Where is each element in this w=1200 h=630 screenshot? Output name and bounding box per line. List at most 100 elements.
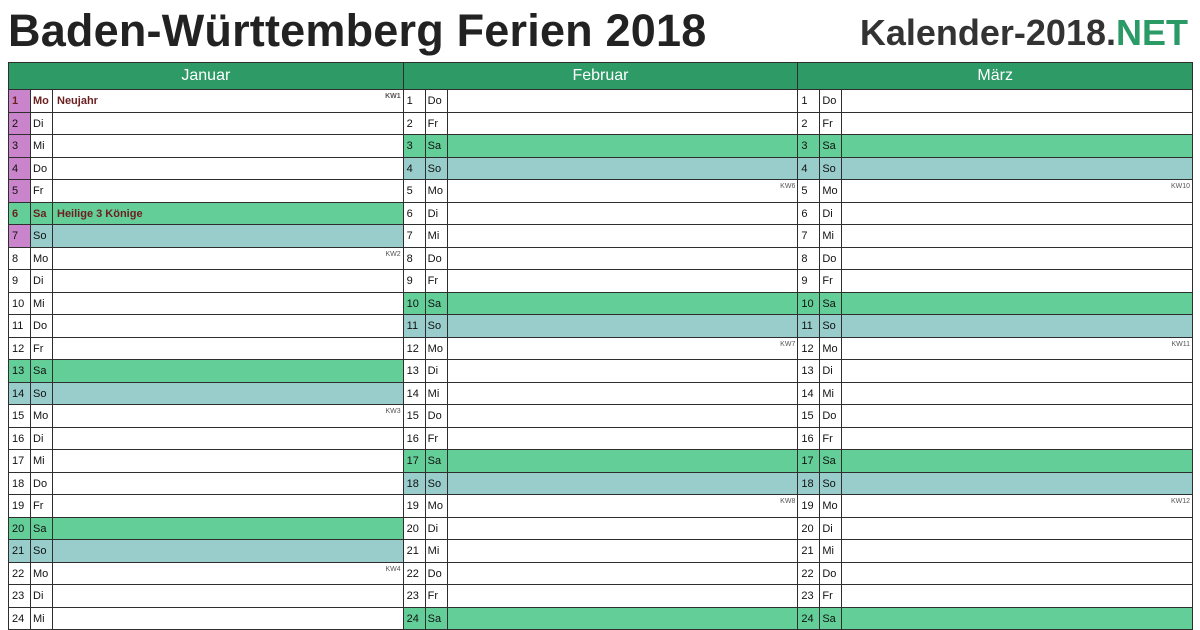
day-row[interactable]: 14 Mi	[798, 382, 1193, 405]
day-row[interactable]: 14 Mi	[403, 382, 798, 405]
day-number: 13	[404, 360, 426, 382]
day-number: 21	[798, 540, 821, 562]
day-row[interactable]: 9 Fr	[403, 270, 798, 293]
day-row[interactable]: 18 So	[403, 472, 798, 495]
day-row[interactable]: 5 Mo KW10	[798, 180, 1193, 203]
day-row[interactable]: 7 Mi	[798, 225, 1193, 248]
day-row[interactable]: 2 Fr	[798, 112, 1193, 135]
day-row[interactable]: 4 So	[798, 157, 1193, 180]
day-note: KW6	[448, 180, 798, 202]
day-row[interactable]: 24 Mi	[9, 607, 403, 630]
day-row[interactable]: 24 Sa	[798, 607, 1193, 630]
day-row[interactable]: 14 So	[9, 382, 403, 405]
day-row[interactable]: 3 Sa	[403, 135, 798, 158]
day-row[interactable]: 13 Di	[798, 360, 1193, 383]
day-row[interactable]: 3 Sa	[798, 135, 1193, 158]
day-row[interactable]: 4 So	[403, 157, 798, 180]
day-row[interactable]: 1 Do	[798, 90, 1193, 113]
weekday-label: Fr	[31, 495, 53, 517]
day-row[interactable]: 19 Mo KW12	[798, 495, 1193, 518]
day-number: 2	[404, 112, 426, 134]
day-number: 3	[9, 135, 31, 157]
day-row[interactable]: 20 Di	[798, 517, 1193, 540]
day-number: 15	[404, 405, 426, 427]
day-row[interactable]: 21 Mi	[798, 540, 1193, 563]
day-row[interactable]: 23 Di	[9, 585, 403, 608]
day-row[interactable]: 22 Do	[798, 562, 1193, 585]
day-row[interactable]: 1 Mo Neujahr KW1	[9, 90, 403, 113]
weekday-label: Mi	[31, 450, 53, 472]
day-row[interactable]: 17 Sa	[403, 450, 798, 473]
day-row[interactable]: 18 Do	[9, 472, 403, 495]
day-row[interactable]: 19 Fr	[9, 495, 403, 518]
day-number: 11	[798, 315, 821, 337]
weekday-label: So	[820, 472, 843, 494]
day-row[interactable]: 16 Fr	[798, 427, 1193, 450]
day-number: 13	[9, 360, 31, 382]
day-note	[842, 135, 1193, 157]
day-row[interactable]: 10 Sa	[798, 292, 1193, 315]
day-row[interactable]: 10 Mi	[9, 292, 403, 315]
day-row[interactable]: 15 Mo KW3	[9, 405, 403, 428]
day-row[interactable]: 7 So	[9, 225, 403, 248]
day-row[interactable]: 21 So	[9, 540, 403, 563]
day-row[interactable]: 4 Do	[9, 157, 403, 180]
day-row[interactable]: 17 Sa	[798, 450, 1193, 473]
day-number: 22	[9, 562, 31, 584]
day-row[interactable]: 13 Sa	[9, 360, 403, 383]
day-row[interactable]: 3 Mi	[9, 135, 403, 158]
brand-logo[interactable]: Kalender-2018.NET	[860, 10, 1188, 56]
day-row[interactable]: 1 Do	[403, 90, 798, 113]
day-row[interactable]: 6 Sa Heilige 3 Könige	[9, 202, 403, 225]
day-row[interactable]: 19 Mo KW8	[403, 495, 798, 518]
weekday-label: Di	[426, 517, 448, 539]
day-row[interactable]: 24 Sa	[403, 607, 798, 630]
day-row[interactable]: 12 Mo KW7	[403, 337, 798, 360]
day-row[interactable]: 21 Mi	[403, 540, 798, 563]
weekday-label: Do	[426, 90, 448, 112]
day-row[interactable]: 2 Fr	[403, 112, 798, 135]
day-note: KW4	[53, 563, 403, 585]
brand-accent: NET	[1116, 12, 1188, 53]
day-row[interactable]: 23 Fr	[403, 585, 798, 608]
day-row[interactable]: 12 Fr	[9, 337, 403, 360]
day-row[interactable]: 11 Do	[9, 315, 403, 338]
day-row[interactable]: 7 Mi	[403, 225, 798, 248]
day-row[interactable]: 22 Mo KW4	[9, 562, 403, 585]
day-row[interactable]: 9 Di	[9, 270, 403, 293]
day-row[interactable]: 5 Mo KW6	[403, 180, 798, 203]
day-row[interactable]: 6 Di	[403, 202, 798, 225]
day-row[interactable]: 20 Sa	[9, 517, 403, 540]
day-number: 4	[9, 157, 31, 179]
day-number: 8	[404, 247, 426, 269]
weekday-label: Sa	[820, 607, 843, 629]
day-row[interactable]: 16 Fr	[403, 427, 798, 450]
day-row[interactable]: 15 Do	[403, 405, 798, 428]
day-number: 7	[9, 225, 31, 247]
day-row[interactable]: 18 So	[798, 472, 1193, 495]
day-row[interactable]: 8 Mo KW2	[9, 247, 403, 270]
day-row[interactable]: 22 Do	[403, 562, 798, 585]
day-row[interactable]: 13 Di	[403, 360, 798, 383]
day-row[interactable]: 5 Fr	[9, 180, 403, 203]
day-note	[53, 450, 403, 472]
day-row[interactable]: 23 Fr	[798, 585, 1193, 608]
day-number: 23	[404, 585, 426, 607]
day-row[interactable]: 15 Do	[798, 405, 1193, 428]
day-row[interactable]: 10 Sa	[403, 292, 798, 315]
day-row[interactable]: 6 Di	[798, 202, 1193, 225]
day-row[interactable]: 20 Di	[403, 517, 798, 540]
day-row[interactable]: 16 Di	[9, 427, 403, 450]
day-row[interactable]: 8 Do	[798, 247, 1193, 270]
day-note: KW8	[448, 495, 798, 517]
day-row[interactable]: 11 So	[798, 315, 1193, 338]
day-row[interactable]: 11 So	[403, 315, 798, 338]
day-number: 5	[404, 180, 426, 202]
day-number: 16	[404, 427, 426, 449]
day-row[interactable]: 2 Di	[9, 112, 403, 135]
day-row[interactable]: 8 Do	[403, 247, 798, 270]
day-row[interactable]: 12 Mo KW11	[798, 337, 1193, 360]
day-row[interactable]: 17 Mi	[9, 450, 403, 473]
weekday-label: Mi	[820, 225, 843, 247]
day-row[interactable]: 9 Fr	[798, 270, 1193, 293]
